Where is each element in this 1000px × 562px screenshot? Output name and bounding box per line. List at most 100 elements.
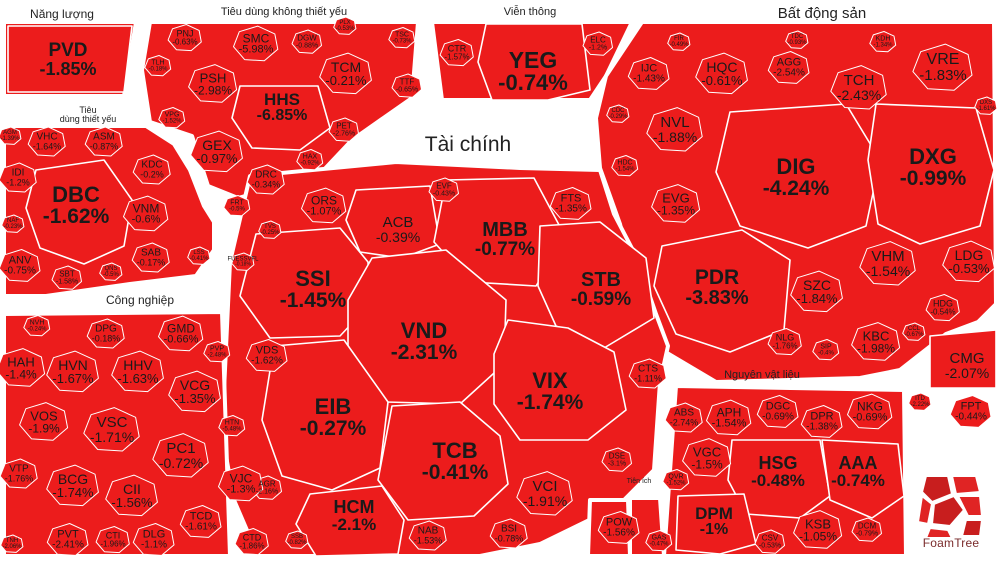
- ticker-vos[interactable]: VOS -1.9%: [28, 409, 59, 435]
- cell-ctd[interactable]: [234, 528, 269, 556]
- cell-vjc[interactable]: [218, 465, 264, 502]
- cell-vci[interactable]: [516, 471, 573, 516]
- cell-gas[interactable]: [645, 530, 673, 552]
- ticker-asm[interactable]: ASM -0.87%: [90, 132, 119, 152]
- ticker-cmg[interactable]: CMG -2.07%: [945, 351, 989, 381]
- ticker-kdc[interactable]: KDC -0.2%: [140, 160, 164, 180]
- ticker-nvh[interactable]: NVH -0.24%: [27, 319, 46, 332]
- ticker-tlh[interactable]: TLH -0.18%: [148, 59, 167, 72]
- ticker-fuessvfl[interactable]: FUESSVFL -0.18%: [227, 256, 258, 267]
- ticker-naf[interactable]: NAF -0.23%: [3, 218, 22, 230]
- ticker-ksb[interactable]: KSB -1.05%: [799, 517, 837, 543]
- ticker-hhs[interactable]: HHS -6.85%: [257, 91, 308, 125]
- cell-agm[interactable]: [0, 126, 22, 145]
- ticker-anv[interactable]: ANV -0.75%: [4, 255, 36, 277]
- ticker-evg[interactable]: EVG -1.35%: [657, 191, 695, 217]
- ticker-lss[interactable]: LSS -0.41%: [189, 250, 208, 262]
- ticker-ttf[interactable]: TTF -0.65%: [396, 78, 418, 94]
- cell-szc[interactable]: [790, 270, 843, 313]
- ticker-ssb[interactable]: SSB -0.82%: [287, 534, 306, 546]
- cell-frt[interactable]: [223, 195, 251, 217]
- ticker-tcd[interactable]: TCD -1.61%: [185, 511, 217, 533]
- cell-qvr[interactable]: [662, 469, 690, 491]
- ticker-dpm[interactable]: DPM -1%: [695, 505, 733, 539]
- ticker-eib[interactable]: EIB -0.27%: [300, 395, 367, 440]
- ticker-ccl[interactable]: CCL -0.67%: [904, 326, 923, 338]
- cell-evf[interactable]: [428, 177, 459, 202]
- ticker-pnj[interactable]: PNJ -0.63%: [172, 29, 197, 47]
- ticker-frt[interactable]: FRT -0.5%: [229, 199, 245, 212]
- cell-dlg[interactable]: [132, 523, 175, 556]
- cell-hax[interactable]: [296, 149, 324, 171]
- ticker-nkg[interactable]: NKG -0.69%: [853, 400, 888, 423]
- ticker-dgw[interactable]: DGW -0.88%: [296, 34, 318, 50]
- ticker-pvt[interactable]: PVT -2.41%: [52, 529, 84, 551]
- cell-bsi[interactable]: [489, 518, 528, 549]
- ticker-dxs[interactable]: DXS -1.61%: [976, 100, 995, 112]
- cell-dcm[interactable]: [851, 517, 882, 542]
- ticker-itd[interactable]: ITD -2.22%: [910, 396, 929, 408]
- cell-tdc[interactable]: [785, 30, 809, 49]
- ticker-pdr[interactable]: PDR -3.83%: [685, 267, 748, 309]
- ticker-acb[interactable]: ACB -0.39%: [376, 215, 420, 245]
- ticker-vpg[interactable]: VPG -1.52%: [162, 111, 181, 124]
- ticker-agm[interactable]: AGM -1.39%: [0, 130, 19, 142]
- cell-hhv[interactable]: [111, 350, 164, 393]
- ticker-smc[interactable]: SMC -5.98%: [239, 32, 274, 55]
- ticker-vnm[interactable]: VNM -0.6%: [132, 202, 161, 225]
- ticker-kbc[interactable]: KBC -1.98%: [857, 329, 895, 355]
- ticker-ctd[interactable]: CTD -1.86%: [239, 533, 264, 551]
- ticker-aph[interactable]: APH -1.54%: [712, 406, 747, 429]
- ticker-cti[interactable]: CTI -1.96%: [100, 531, 125, 549]
- cell-dpm[interactable]: [675, 493, 757, 555]
- cell-vgc[interactable]: [682, 438, 732, 477]
- cell-vhc[interactable]: [27, 126, 66, 157]
- cell-dgw[interactable]: [291, 29, 322, 54]
- ticker-tnh[interactable]: TNH -2.06%: [2, 538, 21, 550]
- cell-ctr[interactable]: [439, 39, 474, 67]
- ticker-tch[interactable]: TCH -2.43%: [837, 73, 881, 103]
- cell-ldg[interactable]: [942, 240, 995, 283]
- ticker-hdc[interactable]: HDC -1.54%: [615, 159, 634, 172]
- ticker-vsc[interactable]: VSC -1.71%: [90, 415, 134, 445]
- ticker-agr[interactable]: AGR -2.16%: [256, 480, 278, 496]
- ticker-sbt[interactable]: SBT -1.58%: [56, 270, 78, 286]
- ticker-qvr[interactable]: QVR -1.52%: [666, 473, 685, 486]
- cell-fuessvfl[interactable]: [231, 252, 255, 271]
- cell-aaa[interactable]: [821, 439, 905, 519]
- ticker-stb[interactable]: STB -0.59%: [571, 270, 631, 310]
- ticker-vgc[interactable]: VGC -1.5%: [691, 445, 722, 471]
- cell-mbb[interactable]: [433, 177, 567, 287]
- cell-psh[interactable]: [188, 64, 238, 103]
- ticker-hah[interactable]: HAH -1.4%: [5, 355, 36, 381]
- cell-vsc[interactable]: [83, 407, 140, 452]
- cell-nvh[interactable]: [23, 315, 51, 337]
- ticker-szc[interactable]: SZC -1.84%: [796, 278, 837, 306]
- ticker-hqc[interactable]: HQC -0.61%: [701, 60, 742, 88]
- cell-lss[interactable]: [187, 246, 211, 265]
- ticker-dpg[interactable]: DPG -0.18%: [92, 324, 121, 344]
- cell-yeg[interactable]: [477, 23, 591, 101]
- cell-tcm[interactable]: [319, 52, 372, 95]
- cell-ccl[interactable]: [902, 322, 926, 341]
- cell-ssb[interactable]: [285, 530, 309, 549]
- cell-fir[interactable]: [667, 32, 691, 51]
- cell-pvp[interactable]: [203, 341, 231, 363]
- ticker-vds[interactable]: VDS -1.62%: [251, 345, 283, 367]
- cell-kdc[interactable]: [132, 154, 171, 185]
- ticker-hsg[interactable]: HSG -0.48%: [751, 454, 805, 490]
- cell-dse[interactable]: [601, 447, 632, 472]
- ticker-dcm[interactable]: DCM -0.79%: [856, 522, 878, 538]
- cell-anv[interactable]: [0, 249, 41, 282]
- ticker-tcm[interactable]: TCM -0.21%: [325, 60, 366, 88]
- ticker-tvs[interactable]: TVS -0.25%: [260, 224, 279, 236]
- cell-tcd[interactable]: [179, 505, 222, 538]
- cell-pnj[interactable]: [167, 24, 202, 52]
- ticker-sip[interactable]: SIP -0.4%: [818, 343, 834, 356]
- ticker-dxg[interactable]: DXG -0.99%: [900, 145, 967, 190]
- ticker-idi[interactable]: IDI -1.2%: [6, 168, 30, 188]
- cell-naf[interactable]: [1, 214, 25, 233]
- ticker-dbc[interactable]: DBC -1.62%: [43, 183, 110, 228]
- ticker-plx[interactable]: PLX -0.53%: [335, 20, 354, 32]
- cell-stb[interactable]: [537, 221, 655, 349]
